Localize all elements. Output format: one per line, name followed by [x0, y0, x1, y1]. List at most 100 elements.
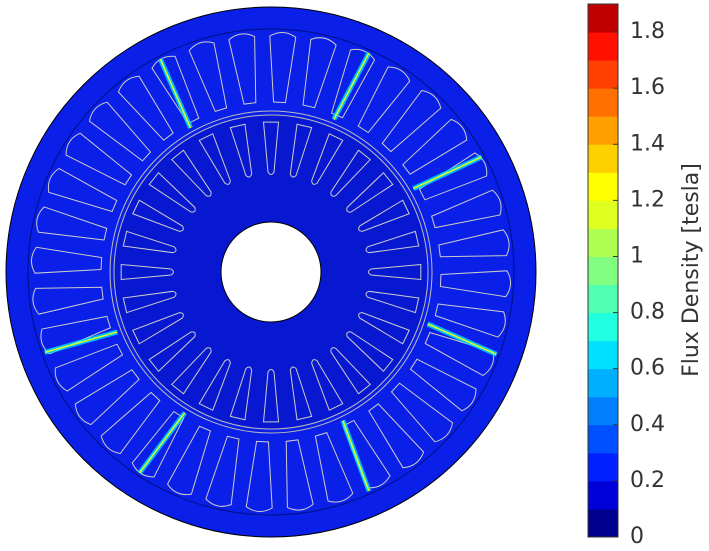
stator-slot: [30, 246, 103, 274]
air-gap: [109, 110, 433, 434]
color-band: [588, 452, 618, 482]
rotor-bar: [170, 149, 212, 197]
stator-slot: [302, 37, 337, 109]
tick-label: 1.2: [630, 187, 665, 212]
color-band: [588, 396, 618, 426]
rotor-bar: [122, 230, 177, 254]
color-band: [588, 88, 618, 117]
flux-region: [159, 58, 192, 129]
stator-slot: [88, 101, 152, 162]
rotor-bar: [311, 133, 344, 185]
stator-slot: [402, 118, 468, 175]
rotor-bar: [122, 290, 177, 314]
color-band: [588, 200, 618, 229]
rotor-bar: [289, 123, 313, 178]
rotor-bar: [198, 133, 231, 185]
rotor-bar: [120, 263, 175, 281]
rotor-bar: [365, 290, 420, 314]
color-band: [588, 508, 618, 538]
tick-label: 0.4: [630, 412, 665, 437]
color-band: [588, 256, 618, 286]
stator-slot: [54, 343, 124, 392]
rotor-bar: [330, 347, 372, 395]
rotor-bar: [132, 312, 184, 345]
stator-slot: [368, 403, 425, 469]
flux-line: [27, 28, 515, 516]
rotor-bar: [229, 366, 253, 421]
stator-slot: [269, 31, 297, 104]
tick-label: 0.6: [630, 356, 665, 381]
stator-slot: [65, 132, 133, 186]
stator-slot: [381, 89, 442, 153]
rotor-bar: [330, 149, 372, 197]
rotor-bar: [229, 123, 253, 178]
stator-slot: [205, 435, 240, 507]
flux-region: [333, 52, 370, 120]
rotor-bar: [365, 230, 420, 254]
motor-cross-section: [5, 6, 537, 538]
color-band: [588, 172, 618, 201]
tick-label: 0.2: [630, 468, 665, 493]
colorbar-label: Flux Density [tesla]: [679, 163, 704, 377]
color-band: [588, 424, 618, 454]
tick-label: 1: [630, 243, 644, 268]
shaft-hole: [220, 221, 322, 323]
rotor-bar: [148, 171, 196, 213]
stator-slot: [47, 167, 118, 213]
stator-slot: [357, 66, 411, 134]
rotor-bar: [358, 312, 410, 345]
tick-label: 1.6: [630, 75, 665, 100]
rotor-bar: [346, 171, 394, 213]
color-band: [588, 312, 618, 342]
stator-slot: [100, 391, 161, 455]
flux-region: [139, 412, 186, 474]
stator-slot: [32, 286, 104, 315]
colorbar-frame: [587, 3, 619, 538]
stator-slot: [166, 425, 212, 496]
flux-region: [44, 331, 118, 354]
stator-slot: [188, 41, 228, 113]
rotor-bar: [367, 263, 422, 281]
color-band: [588, 340, 618, 370]
color-band: [588, 144, 618, 173]
tick-label: 1.4: [630, 131, 665, 156]
rotor-bar: [311, 359, 344, 411]
color-band: [588, 480, 618, 510]
stator-slot: [434, 303, 506, 338]
stator-slot: [430, 189, 502, 229]
flux-region: [413, 156, 482, 190]
tick-label: 0.8: [630, 300, 665, 325]
color-band: [588, 368, 618, 398]
rotor-bar: [262, 368, 280, 423]
flux-region: [342, 420, 370, 492]
stator-slot: [117, 75, 174, 141]
tick-label: 1.8: [630, 19, 665, 44]
stator-slot: [409, 358, 477, 412]
color-band: [588, 32, 618, 61]
stator-slot: [390, 382, 454, 443]
stator-slot: [228, 33, 257, 105]
color-band: [588, 116, 618, 145]
rotor-bar: [148, 331, 196, 373]
rotor-bar: [346, 331, 394, 373]
color-band: [588, 4, 618, 33]
flux-region: [427, 323, 497, 355]
stator-slot: [74, 369, 140, 426]
rotor-bar: [358, 199, 410, 232]
rotor-bar: [198, 359, 231, 411]
stator-slot: [439, 270, 512, 298]
rotor-bar: [132, 199, 184, 232]
color-band: [588, 284, 618, 314]
color-band: [588, 60, 618, 89]
rotor-bar: [170, 347, 212, 395]
stator-slot: [314, 431, 354, 503]
stator-slot: [36, 206, 108, 241]
stator-slot: [245, 440, 273, 513]
stator-slot: [285, 439, 314, 511]
rotor-bar: [262, 121, 280, 176]
color-band: [588, 228, 618, 257]
rotor-bar: [289, 366, 313, 421]
stator-slot: [438, 229, 510, 258]
tick-label: 0: [630, 524, 644, 549]
